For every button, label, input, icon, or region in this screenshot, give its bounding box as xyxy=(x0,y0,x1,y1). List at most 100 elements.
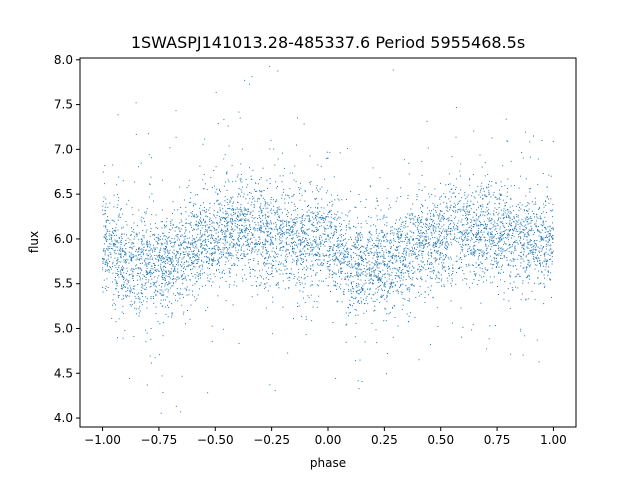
data-point xyxy=(502,199,504,201)
data-point xyxy=(262,251,264,253)
data-point xyxy=(436,307,438,309)
data-point xyxy=(116,184,118,186)
data-point xyxy=(485,243,487,245)
data-point xyxy=(142,285,144,287)
data-point xyxy=(224,226,226,228)
data-point xyxy=(492,264,494,266)
data-point xyxy=(460,189,461,191)
data-point xyxy=(424,244,426,246)
data-point xyxy=(527,231,529,233)
data-point xyxy=(165,314,167,316)
data-point xyxy=(444,218,445,219)
data-point xyxy=(495,245,497,246)
data-point xyxy=(377,259,379,260)
data-point xyxy=(200,270,201,272)
data-point xyxy=(226,172,228,174)
data-point xyxy=(386,264,388,266)
data-point xyxy=(256,253,258,255)
data-point xyxy=(359,232,361,234)
data-point xyxy=(348,312,350,314)
data-point xyxy=(231,229,233,231)
data-point xyxy=(141,270,143,272)
data-point xyxy=(513,210,515,212)
data-point xyxy=(472,192,474,194)
data-point xyxy=(140,248,142,250)
data-point xyxy=(229,208,231,210)
data-point xyxy=(423,247,425,249)
data-point xyxy=(450,228,452,230)
data-point xyxy=(407,241,409,243)
data-point xyxy=(161,243,163,245)
data-point xyxy=(484,215,486,217)
data-point xyxy=(500,247,502,249)
data-point xyxy=(401,309,403,311)
data-point xyxy=(327,227,329,229)
data-point xyxy=(425,230,427,232)
data-point xyxy=(298,268,300,270)
data-point xyxy=(289,225,290,227)
data-point xyxy=(311,249,313,251)
data-point xyxy=(118,176,120,178)
data-point xyxy=(340,268,341,270)
data-point xyxy=(165,266,167,268)
data-point xyxy=(416,243,418,245)
data-point xyxy=(195,194,197,196)
data-point xyxy=(283,234,285,236)
data-point xyxy=(399,277,401,279)
data-point xyxy=(377,252,378,254)
data-point xyxy=(528,264,530,266)
data-point xyxy=(391,232,393,234)
data-point xyxy=(171,256,173,258)
data-point xyxy=(142,252,144,254)
data-point xyxy=(243,209,245,211)
data-point xyxy=(194,254,196,256)
data-point xyxy=(234,264,236,266)
data-point xyxy=(326,241,328,243)
data-point xyxy=(411,253,413,255)
data-point xyxy=(542,246,544,248)
data-point xyxy=(260,225,262,226)
data-point xyxy=(463,203,465,205)
data-point xyxy=(523,260,525,262)
data-point xyxy=(181,244,182,246)
data-point xyxy=(405,247,407,249)
data-point xyxy=(503,250,505,252)
data-point xyxy=(403,247,405,249)
data-point xyxy=(215,191,217,193)
data-point xyxy=(275,260,277,262)
data-point xyxy=(483,254,485,256)
data-point xyxy=(453,226,455,228)
data-point xyxy=(551,297,552,298)
data-point xyxy=(335,285,337,287)
data-point xyxy=(529,250,531,252)
data-point xyxy=(288,280,290,281)
data-point xyxy=(188,215,190,217)
data-point xyxy=(243,214,244,215)
data-point xyxy=(123,259,125,261)
data-point xyxy=(200,277,201,279)
data-point xyxy=(514,276,516,278)
data-point xyxy=(166,284,168,286)
data-point xyxy=(312,191,314,193)
data-point xyxy=(441,285,443,287)
data-point xyxy=(265,248,267,250)
data-point xyxy=(272,243,274,245)
data-point xyxy=(293,179,295,181)
data-point xyxy=(199,207,201,209)
data-point xyxy=(466,278,468,280)
data-point xyxy=(205,215,207,217)
data-point xyxy=(429,218,431,220)
data-point xyxy=(139,258,141,260)
data-point xyxy=(332,249,333,251)
data-point xyxy=(364,302,366,304)
data-point xyxy=(237,232,239,234)
data-point xyxy=(432,266,434,268)
data-point xyxy=(103,213,105,215)
data-point xyxy=(169,228,171,230)
data-point xyxy=(146,241,147,243)
data-point xyxy=(279,263,281,265)
data-point xyxy=(118,296,119,298)
data-point xyxy=(125,294,127,296)
data-point xyxy=(360,268,362,270)
data-point xyxy=(232,196,234,198)
